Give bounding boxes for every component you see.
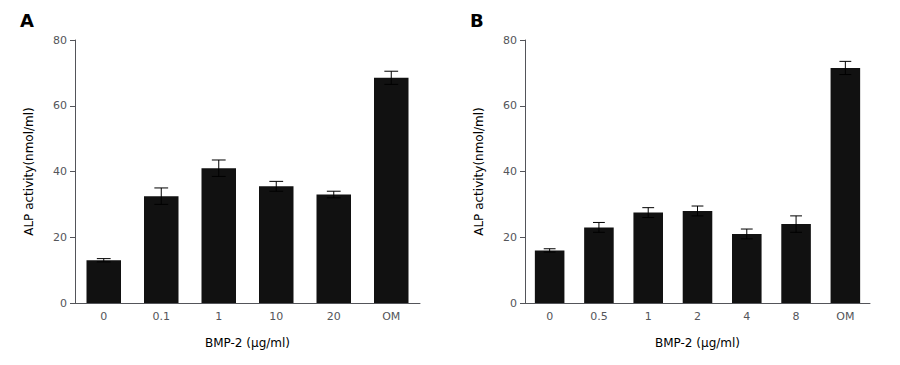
svg-text:2: 2	[694, 310, 701, 323]
svg-text:1: 1	[645, 310, 652, 323]
svg-text:A: A	[20, 10, 34, 31]
svg-text:0: 0	[60, 297, 67, 310]
svg-text:0: 0	[546, 310, 553, 323]
svg-text:BMP-2 (μg/ml): BMP-2 (μg/ml)	[655, 336, 740, 350]
svg-text:8: 8	[793, 310, 800, 323]
svg-text:40: 40	[503, 165, 517, 178]
svg-text:OM: OM	[836, 310, 854, 323]
svg-text:4: 4	[743, 310, 750, 323]
svg-text:40: 40	[53, 165, 67, 178]
svg-text:60: 60	[53, 99, 67, 112]
svg-text:80: 80	[53, 34, 67, 47]
svg-text:B: B	[470, 10, 484, 31]
svg-text:0: 0	[510, 297, 517, 310]
svg-text:80: 80	[503, 34, 517, 47]
svg-text:20: 20	[53, 231, 67, 244]
svg-text:ALP activity(nmol/ml): ALP activity(nmol/ml)	[22, 107, 36, 236]
svg-text:0.5: 0.5	[590, 310, 608, 323]
svg-text:10: 10	[269, 310, 283, 323]
svg-text:60: 60	[503, 99, 517, 112]
svg-text:0.1: 0.1	[153, 310, 171, 323]
svg-text:ALP activity(nmol/ml): ALP activity(nmol/ml)	[472, 107, 486, 236]
svg-text:20: 20	[503, 231, 517, 244]
svg-text:1: 1	[215, 310, 222, 323]
svg-text:20: 20	[327, 310, 341, 323]
svg-text:0: 0	[100, 310, 107, 323]
svg-text:OM: OM	[382, 310, 400, 323]
svg-text:BMP-2 (μg/ml): BMP-2 (μg/ml)	[205, 336, 290, 350]
